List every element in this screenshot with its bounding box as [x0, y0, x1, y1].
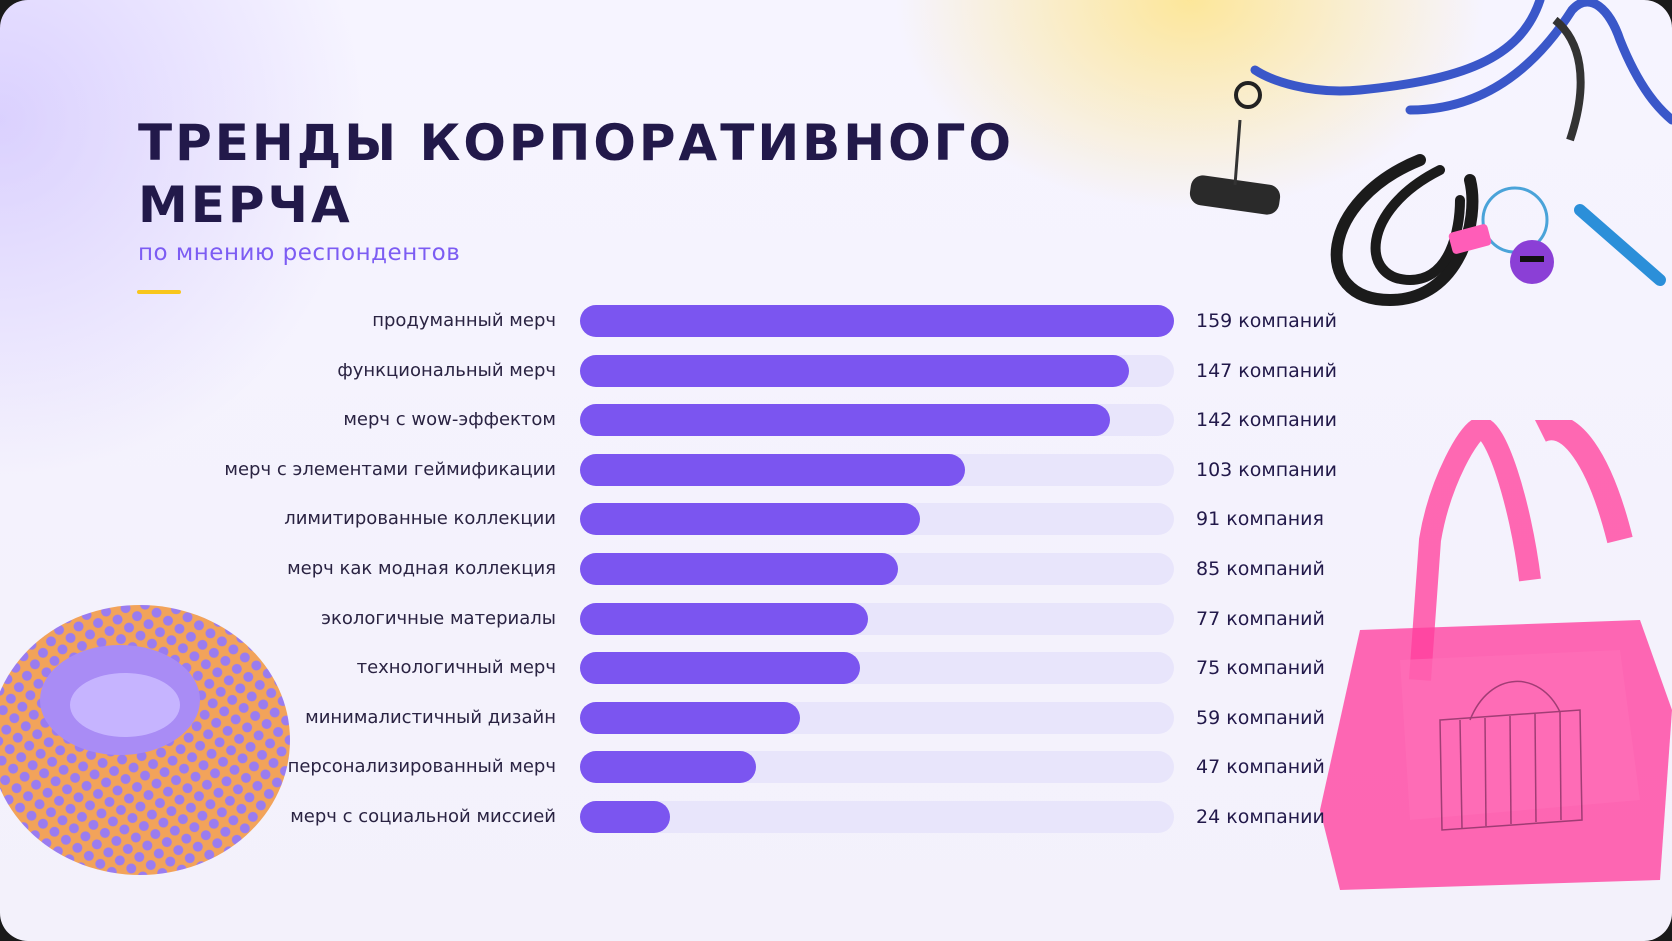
- bar: [580, 603, 868, 635]
- bar-track: [580, 652, 1174, 684]
- lanyard-image: [1189, 0, 1672, 307]
- value-label: 24 компании: [1196, 806, 1325, 828]
- value-label: 91 компания: [1196, 508, 1324, 530]
- bar-track: [580, 454, 1174, 486]
- title-line-2: МЕРЧА: [138, 176, 353, 234]
- value-label: 59 компаний: [1196, 707, 1325, 729]
- bar: [580, 801, 670, 833]
- bar-track: [580, 404, 1174, 436]
- bar: [580, 404, 1110, 436]
- bar-track: [580, 702, 1174, 734]
- bar: [580, 503, 920, 535]
- bar-track: [580, 751, 1174, 783]
- bar-track: [580, 801, 1174, 833]
- category-label: функциональный мерч: [337, 360, 556, 381]
- bar: [580, 454, 965, 486]
- value-label: 147 компаний: [1196, 360, 1337, 382]
- bar-track: [580, 355, 1174, 387]
- subtitle: по мнению респондентов: [138, 240, 461, 266]
- category-label: минималистичный дизайн: [305, 707, 556, 728]
- category-label: персонализированный мерч: [287, 756, 556, 777]
- value-label: 47 компаний: [1196, 756, 1325, 778]
- category-label: продуманный мерч: [372, 310, 556, 331]
- category-label: мерч как модная коллекция: [287, 558, 556, 579]
- value-label: 142 компании: [1196, 409, 1337, 431]
- category-label: технологичный мерч: [356, 657, 556, 678]
- bar-track: [580, 305, 1174, 337]
- category-label: мерч с wow-эффектом: [343, 409, 556, 430]
- category-label: мерч с социальной миссией: [290, 806, 556, 827]
- value-label: 77 компаний: [1196, 608, 1325, 630]
- category-label: мерч с элементами геймификации: [224, 459, 556, 480]
- value-label: 159 компаний: [1196, 310, 1337, 332]
- bar: [580, 652, 860, 684]
- tote-bag-image: [1320, 420, 1672, 890]
- value-label: 85 компаний: [1196, 558, 1325, 580]
- bar: [580, 751, 756, 783]
- bar-track: [580, 603, 1174, 635]
- mesh-ring-image: [0, 605, 290, 875]
- page-title: ТРЕНДЫ КОРПОРАТИВНОГО МЕРЧА: [138, 112, 1014, 236]
- bar: [580, 702, 800, 734]
- value-label: 75 компаний: [1196, 657, 1325, 679]
- accent-underline: [137, 290, 181, 294]
- category-label: экологичные материалы: [321, 608, 556, 629]
- category-label: лимитированные коллекции: [284, 508, 556, 529]
- bar: [580, 355, 1129, 387]
- bar: [580, 553, 898, 585]
- title-line-1: ТРЕНДЫ КОРПОРАТИВНОГО: [138, 114, 1014, 172]
- value-label: 103 компании: [1196, 459, 1337, 481]
- bar-track: [580, 553, 1174, 585]
- bar: [580, 305, 1174, 337]
- bar-track: [580, 503, 1174, 535]
